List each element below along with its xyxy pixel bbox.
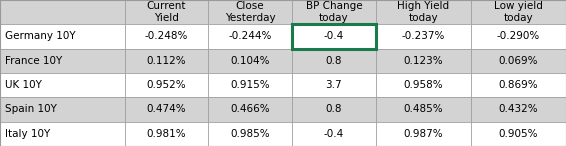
Text: 0.112%: 0.112% bbox=[147, 56, 186, 66]
Text: Italy 10Y: Italy 10Y bbox=[5, 129, 50, 139]
Bar bbox=[208, 122, 292, 146]
Text: 0.987%: 0.987% bbox=[404, 129, 443, 139]
Text: 0.8: 0.8 bbox=[325, 56, 342, 66]
Text: 0.905%: 0.905% bbox=[499, 129, 538, 139]
Text: 0.474%: 0.474% bbox=[147, 105, 186, 114]
Text: 0.432%: 0.432% bbox=[499, 105, 538, 114]
Text: 3.7: 3.7 bbox=[325, 80, 342, 90]
Text: 0.958%: 0.958% bbox=[404, 80, 443, 90]
Text: 0.069%: 0.069% bbox=[499, 56, 538, 66]
Text: 0.981%: 0.981% bbox=[147, 129, 186, 139]
Bar bbox=[471, 24, 566, 49]
Bar bbox=[471, 73, 566, 97]
Bar bbox=[292, 97, 376, 122]
Text: 0.952%: 0.952% bbox=[147, 80, 186, 90]
Text: 0.8: 0.8 bbox=[325, 105, 342, 114]
Bar bbox=[292, 73, 376, 97]
Bar bbox=[471, 97, 566, 122]
Bar bbox=[125, 49, 208, 73]
Text: 0.104%: 0.104% bbox=[230, 56, 270, 66]
Bar bbox=[292, 49, 376, 73]
Bar bbox=[471, 122, 566, 146]
Text: 0.466%: 0.466% bbox=[230, 105, 270, 114]
Bar bbox=[208, 0, 292, 24]
Text: High Yield
today: High Yield today bbox=[397, 1, 449, 23]
Bar bbox=[208, 24, 292, 49]
Bar bbox=[208, 73, 292, 97]
Bar bbox=[0, 0, 125, 24]
Text: -0.248%: -0.248% bbox=[145, 32, 188, 41]
Bar bbox=[376, 122, 471, 146]
Text: France 10Y: France 10Y bbox=[5, 56, 62, 66]
Text: 0.869%: 0.869% bbox=[499, 80, 538, 90]
Bar bbox=[376, 24, 471, 49]
Text: 0.985%: 0.985% bbox=[230, 129, 270, 139]
Text: Close
Yesterday: Close Yesterday bbox=[225, 1, 276, 23]
Bar bbox=[292, 122, 376, 146]
Text: 0.123%: 0.123% bbox=[404, 56, 443, 66]
Text: -0.4: -0.4 bbox=[324, 32, 344, 41]
Bar bbox=[125, 97, 208, 122]
Text: 0.915%: 0.915% bbox=[230, 80, 270, 90]
Bar bbox=[0, 97, 125, 122]
Bar bbox=[376, 0, 471, 24]
Text: Low yield
today: Low yield today bbox=[494, 1, 543, 23]
Bar bbox=[0, 73, 125, 97]
Text: -0.244%: -0.244% bbox=[229, 32, 272, 41]
Bar bbox=[125, 24, 208, 49]
Text: -0.4: -0.4 bbox=[324, 129, 344, 139]
Bar bbox=[471, 0, 566, 24]
Text: -0.237%: -0.237% bbox=[402, 32, 445, 41]
Bar bbox=[376, 73, 471, 97]
Bar bbox=[208, 49, 292, 73]
Bar bbox=[376, 97, 471, 122]
Bar bbox=[292, 0, 376, 24]
Text: Current
Yield: Current Yield bbox=[147, 1, 186, 23]
Bar bbox=[292, 24, 376, 49]
Text: Germany 10Y: Germany 10Y bbox=[5, 32, 75, 41]
Bar bbox=[0, 49, 125, 73]
Text: Spain 10Y: Spain 10Y bbox=[5, 105, 57, 114]
Bar bbox=[125, 122, 208, 146]
Text: BP Change
today: BP Change today bbox=[306, 1, 362, 23]
Bar bbox=[376, 49, 471, 73]
Bar bbox=[471, 49, 566, 73]
Bar bbox=[292, 24, 376, 49]
Bar bbox=[0, 122, 125, 146]
Bar bbox=[125, 73, 208, 97]
Bar bbox=[208, 97, 292, 122]
Bar bbox=[125, 0, 208, 24]
Bar bbox=[0, 24, 125, 49]
Text: -0.290%: -0.290% bbox=[497, 32, 540, 41]
Text: UK 10Y: UK 10Y bbox=[5, 80, 41, 90]
Text: 0.485%: 0.485% bbox=[404, 105, 443, 114]
